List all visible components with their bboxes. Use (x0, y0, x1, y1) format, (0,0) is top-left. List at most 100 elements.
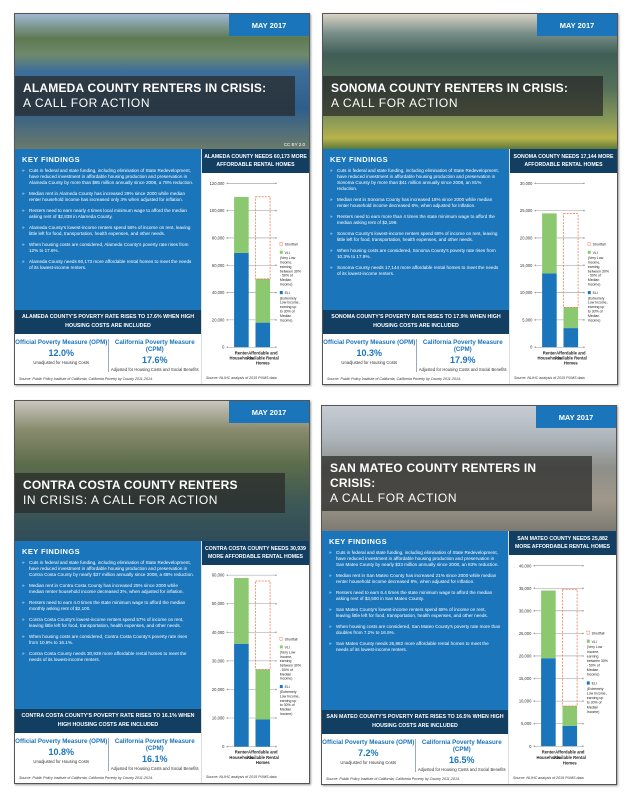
legend-desc-line: earning up (280, 699, 296, 703)
legend-desc-line: between 30% (280, 269, 302, 273)
poverty-banner: CONTRA COSTA COUNTY'S POVERTY RATE RISES… (15, 709, 201, 733)
date-badge: MAY 2017 (536, 406, 616, 428)
title-band: ALAMEDA COUNTY RENTERS IN CRISIS: A CALL … (15, 76, 295, 116)
legend-desc-line: earning up (280, 305, 296, 309)
tick-dot (534, 319, 537, 321)
legend-desc-line: (Very Low (588, 256, 604, 260)
cover-photo: MAY 2017 ALAMEDA COUNTY RENTERS IN CRISIS… (15, 14, 309, 149)
title-band: CONTRA COSTA COUNTY RENTERS IN CRISIS: A … (15, 473, 285, 513)
report-body: KEY FINDINGS Cuts in federal and state fu… (323, 149, 617, 384)
legend-desc-line: (Very Low (280, 650, 296, 654)
bar-segment-vli (234, 578, 249, 644)
poverty-banner: ALAMEDA COUNTY'S POVERTY RATE RISES TO 1… (15, 310, 201, 334)
y-tick-label: 20,000 (212, 687, 225, 692)
legend-desc-line: Median (280, 314, 291, 318)
finding-item: Median rent in Sonoma County has increas… (330, 197, 502, 209)
bar-segment-eli (563, 328, 579, 348)
opm-label: Official Poverty Measure (OPM) (15, 339, 108, 346)
bar-segment-shortfall (562, 588, 578, 707)
legend-desc-line: to 30% of (588, 310, 603, 314)
legend-label-vli: VLI (285, 251, 290, 255)
tick-dot (275, 602, 277, 605)
tick-dot (583, 291, 585, 294)
legend-swatch-shortfall (586, 630, 591, 635)
bar-segment-vli (255, 669, 271, 720)
cpm-note: Adjusted for Housing Costs and Social Be… (110, 766, 199, 771)
key-findings-heading: KEY FINDINGS (330, 155, 389, 164)
legend-desc-line: Low Income, (280, 301, 300, 305)
tick-dot (226, 319, 229, 321)
legend-desc-line: Income) (587, 673, 600, 677)
finding-item: Median rent in Alameda County has increa… (22, 191, 194, 203)
finding-item: Renters need to earn 4.0 times the state… (22, 600, 194, 612)
y-tick-label: 20,000 (519, 653, 532, 658)
y-tick-label: 40,000 (519, 563, 532, 568)
y-tick-label: 40,000 (212, 630, 225, 635)
report-body: KEY FINDINGS Cuts in federal and state fu… (15, 149, 309, 384)
y-tick-label: 20,000 (212, 317, 225, 322)
legend-desc-line: earning (280, 265, 292, 269)
legend-desc-line: to 30% of (280, 310, 295, 314)
finding-item: Median rent in San Mateo County has incr… (329, 573, 501, 585)
y-tick-label: 10,000 (520, 290, 533, 295)
tick-dot (226, 237, 229, 239)
finding-item: San Mateo County needs 25,882 more affor… (329, 641, 501, 653)
legend-swatch-vli (586, 639, 590, 643)
y-tick-label: 40,000 (212, 290, 225, 295)
category-label-line: Available Rental (247, 355, 279, 360)
tick-dot (534, 264, 537, 267)
opm-value: 10.8% (48, 747, 75, 757)
opm-label: Official Poverty Measure (OPM) (322, 739, 415, 746)
tick-dot (534, 291, 537, 294)
category-label-line: Renter (235, 750, 249, 755)
opm-value: 7.2% (357, 748, 379, 758)
tick-dot (583, 182, 585, 185)
tick-dot (226, 688, 229, 691)
y-tick-label: 30,000 (212, 658, 225, 663)
report-body: KEY FINDINGS Cuts in federal and state fu… (322, 531, 616, 784)
category-label-line: Available Rental (555, 355, 587, 360)
stacked-bar-chart: 0 5,000 10,000 15,000 20,000 25,000 30,000 Rent… (520, 181, 610, 366)
key-findings-heading: KEY FINDINGS (22, 547, 81, 556)
category-label-line: Homes (256, 361, 270, 366)
y-tick-label: 5,000 (522, 317, 533, 322)
legend-swatch-eli (586, 681, 590, 685)
report-subtitle: A CALL FOR ACTION (330, 491, 458, 505)
chart-area: 0 20,000 40,000 60,000 80,000 100,000 120,000 R… (202, 173, 309, 374)
tick-dot (275, 631, 277, 634)
legend-desc-line: Income) (588, 318, 601, 322)
legend-desc-line: between 30% (280, 664, 302, 668)
tick-dot (226, 602, 229, 605)
legend-desc-eli: (Extremely Low Income, earning up to 30% of… (588, 296, 608, 322)
x-category-label: Renter Households (229, 350, 253, 360)
title-band: SAN MATEO COUNTY RENTERS IN CRISIS: A CAL… (322, 456, 592, 511)
legend-label-shortfall: Shortfall (592, 631, 605, 635)
opm-note: Unadjusted for Housing Costs (341, 360, 398, 365)
legend-desc-line: to 30% of (587, 701, 603, 705)
legend-desc-line: - 50% of (280, 668, 293, 672)
cpm-label: California Poverty Measure (CPM) (114, 339, 195, 353)
opm-measure: Official Poverty Measure (OPM) 10.8% Unadj… (15, 738, 108, 771)
category-label-line: Available Rental (554, 755, 586, 760)
legend-swatch-shortfall (279, 636, 284, 641)
legend-desc-line: - 50% of (587, 663, 601, 667)
cpm-label: California Poverty Measure (CPM) (422, 339, 503, 353)
legend-label-eli: ELI (285, 685, 290, 689)
y-tick-label: 0 (530, 345, 533, 350)
legend-desc-line: (Extremely (280, 690, 297, 694)
source-note: Source: Public Policy Institute of Calif… (15, 774, 201, 783)
tick-dot (534, 182, 537, 185)
finding-item: When housing costs are considered, Contr… (22, 634, 194, 646)
category-label-line: Households (229, 755, 254, 760)
bar-segment-eli (234, 252, 249, 348)
tick-dot (534, 346, 537, 349)
chart-column: SAN MATEO COUNTY NEEDS 25,882 MORE AFFOR… (508, 531, 616, 784)
report-title: ALAMEDA COUNTY RENTERS IN CRISIS: (23, 81, 267, 95)
key-findings: KEY FINDINGS Cuts in federal and state fu… (15, 149, 201, 310)
report-subtitle: IN CRISIS: A CALL FOR ACTION (23, 493, 219, 507)
y-tick-label: 0 (529, 744, 532, 749)
tick-dot (275, 660, 277, 662)
tick-dot (275, 209, 277, 212)
date-badge: MAY 2017 (229, 401, 309, 423)
legend-desc-line: between 30% (587, 659, 609, 663)
